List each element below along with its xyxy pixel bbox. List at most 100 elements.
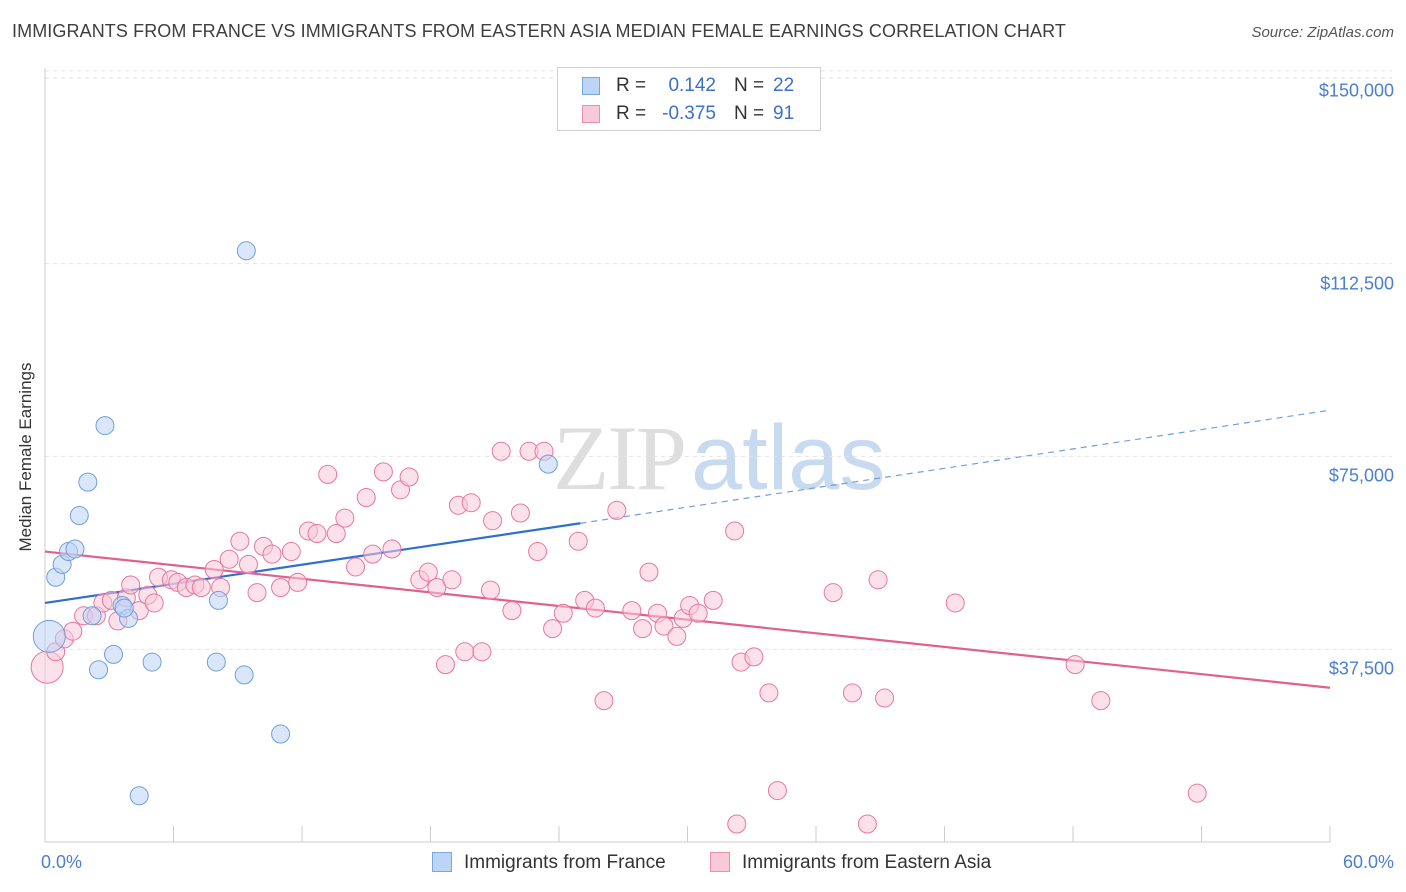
- watermark: ZIPatlas: [553, 405, 885, 511]
- point-france: [234, 665, 254, 685]
- legend-r-value: -0.375: [662, 103, 716, 124]
- point-eastern-asia: [510, 503, 530, 523]
- point-eastern-asia: [399, 467, 419, 487]
- point-france: [65, 539, 85, 559]
- point-eastern-asia: [288, 572, 308, 592]
- watermark-zip: ZIP: [553, 407, 687, 509]
- x-tick-label-max: 60.0%: [1342, 852, 1394, 872]
- point-eastern-asia: [363, 544, 383, 564]
- legend-swatch-france: [582, 77, 600, 95]
- point-france: [89, 660, 109, 680]
- y-axis-label: Median Female Earnings: [16, 362, 35, 552]
- point-eastern-asia: [1065, 655, 1085, 675]
- point-eastern-asia: [945, 593, 965, 613]
- point-eastern-asia: [767, 781, 787, 801]
- point-eastern-asia: [842, 683, 862, 703]
- point-eastern-asia: [382, 539, 402, 559]
- point-eastern-asia: [594, 691, 614, 711]
- point-eastern-asia: [727, 814, 747, 834]
- point-eastern-asia: [418, 562, 438, 582]
- point-eastern-asia: [622, 601, 642, 621]
- point-eastern-asia: [144, 593, 164, 613]
- point-eastern-asia: [1091, 691, 1111, 711]
- point-eastern-asia: [271, 578, 291, 598]
- point-france: [142, 652, 162, 672]
- legend-n-value: 22: [773, 75, 795, 96]
- point-eastern-asia: [823, 583, 843, 603]
- point-eastern-asia: [502, 601, 522, 621]
- point-eastern-asia: [435, 655, 455, 675]
- point-eastern-asia: [356, 488, 376, 508]
- point-eastern-asia: [472, 642, 492, 662]
- point-eastern-asia: [191, 578, 211, 598]
- point-eastern-asia: [654, 616, 674, 636]
- point-eastern-asia: [318, 464, 338, 484]
- point-eastern-asia: [262, 544, 282, 564]
- point-eastern-asia: [543, 619, 563, 639]
- point-france: [32, 619, 66, 653]
- legend-row-france: R = 0.142 N = 22: [558, 72, 820, 100]
- chart-title: IMMIGRANTS FROM FRANCE VS IMMIGRANTS FRO…: [12, 21, 1066, 41]
- point-france: [69, 506, 89, 526]
- point-eastern-asia: [585, 598, 605, 618]
- point-eastern-asia: [427, 578, 447, 598]
- point-eastern-asia: [63, 621, 83, 641]
- point-eastern-asia: [868, 570, 888, 590]
- point-eastern-asia: [480, 580, 500, 600]
- point-eastern-asia: [238, 554, 258, 574]
- legend-swatch-eastern-asia: [582, 105, 600, 123]
- point-eastern-asia: [461, 493, 481, 513]
- legend-r-value: 0.142: [668, 75, 716, 96]
- point-eastern-asia: [633, 619, 653, 639]
- point-eastern-asia: [455, 642, 475, 662]
- point-eastern-asia: [442, 570, 462, 590]
- point-eastern-asia: [857, 814, 877, 834]
- legend-row-eastern-asia: R = -0.375 N = 91: [558, 100, 820, 128]
- correlation-legend: R = 0.142 N = 22 R = -0.375 N = 91: [557, 67, 821, 131]
- point-eastern-asia: [281, 542, 301, 562]
- point-france: [206, 652, 226, 672]
- point-france: [271, 724, 291, 744]
- point-eastern-asia: [483, 511, 503, 531]
- point-eastern-asia: [307, 524, 327, 544]
- point-eastern-asia: [744, 647, 764, 667]
- data-points: [30, 241, 1207, 834]
- series-legend-label-france: Immigrants from France: [464, 852, 666, 873]
- point-eastern-asia: [875, 688, 895, 708]
- point-eastern-asia: [553, 603, 573, 623]
- point-eastern-asia: [247, 583, 267, 603]
- y-tick-label: $112,500: [1320, 273, 1394, 294]
- point-eastern-asia: [121, 575, 141, 595]
- point-eastern-asia: [759, 683, 779, 703]
- point-france: [95, 416, 115, 436]
- point-eastern-asia: [528, 542, 548, 562]
- point-france: [82, 606, 102, 626]
- point-eastern-asia: [204, 560, 224, 580]
- y-tick-label: $37,500: [1328, 658, 1394, 679]
- y-tick-label: $75,000: [1328, 465, 1394, 486]
- point-france: [236, 241, 256, 261]
- point-france: [208, 590, 228, 610]
- point-france: [114, 598, 134, 618]
- point-eastern-asia: [667, 626, 687, 646]
- point-eastern-asia: [607, 500, 627, 520]
- point-france: [538, 454, 558, 474]
- point-eastern-asia: [491, 441, 511, 461]
- chart-source: Source: ZipAtlas.com: [1251, 24, 1394, 41]
- point-france: [129, 786, 149, 806]
- axes: [44, 68, 1331, 843]
- series-legend-swatch-france: [432, 852, 452, 872]
- legend-r-label: R =: [616, 75, 647, 96]
- point-eastern-asia: [219, 549, 239, 569]
- legend-n-label: N =: [734, 103, 765, 124]
- point-france: [104, 644, 124, 664]
- series-legend-swatch-eastern-asia: [710, 852, 730, 872]
- x-tick-label-min: 0.0%: [41, 852, 83, 872]
- point-eastern-asia: [568, 531, 588, 551]
- point-eastern-asia: [230, 531, 250, 551]
- point-france: [78, 472, 98, 492]
- point-eastern-asia: [335, 508, 355, 528]
- legend-n-label: N =: [734, 75, 765, 96]
- legend-n-value: 91: [773, 103, 795, 124]
